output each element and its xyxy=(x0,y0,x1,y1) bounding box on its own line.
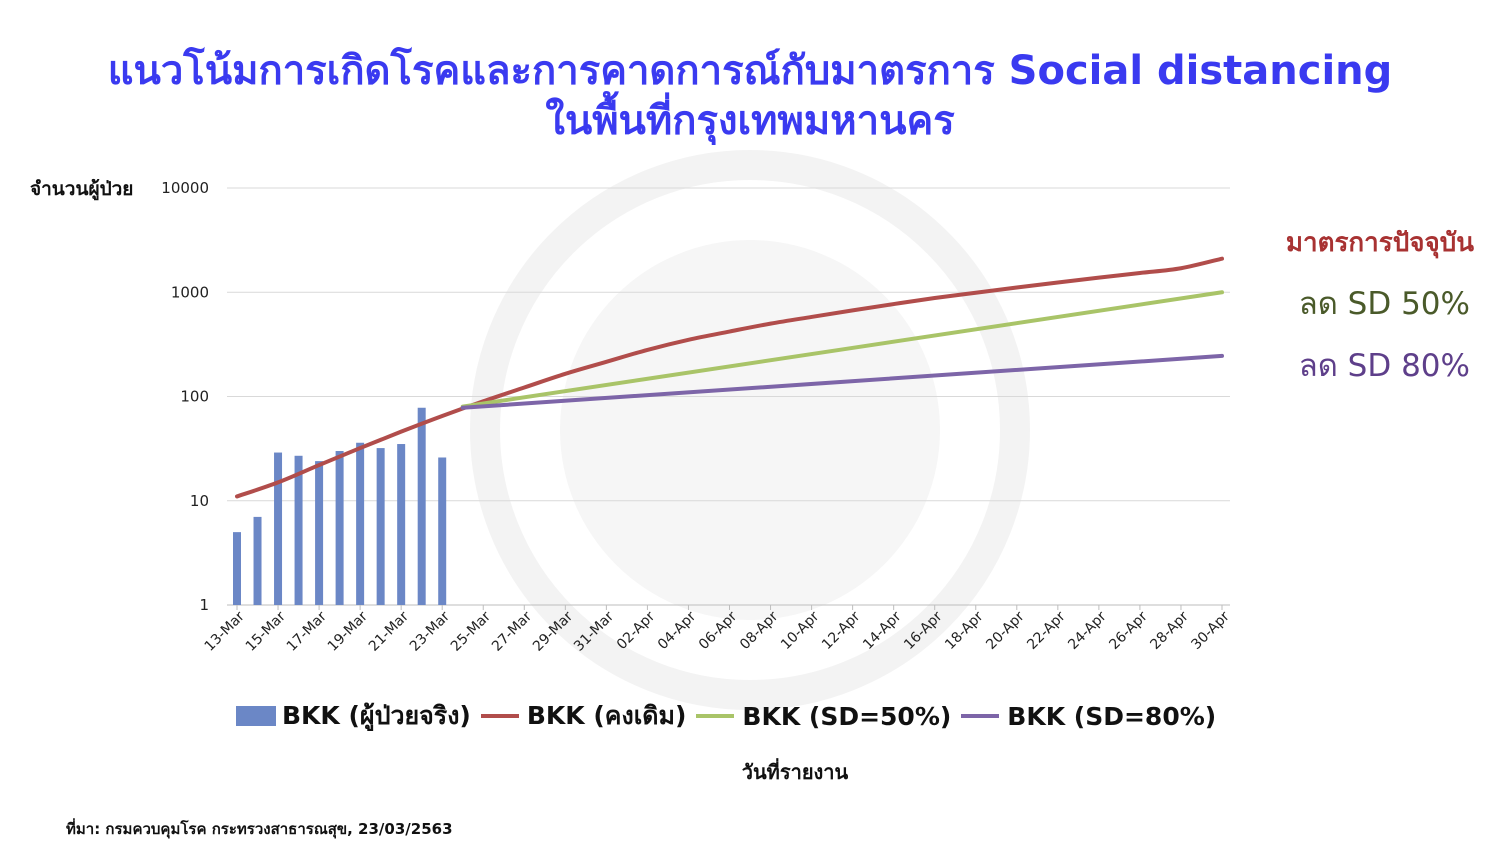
legend-label-baseline: BKK (คงเดิม) xyxy=(526,701,687,730)
x-tick-label: 13-Mar xyxy=(202,608,248,654)
y-tick-label: 1000 xyxy=(171,283,209,301)
line-baseline xyxy=(235,256,1224,499)
legend-item-sd50: BKK (SD=50%) xyxy=(696,702,951,731)
x-tick-label: 16-Apr xyxy=(901,608,946,653)
line-sd-50 xyxy=(460,290,1224,409)
x-tick-label: 26-Apr xyxy=(1106,608,1151,653)
x-tick-label: 18-Apr xyxy=(942,608,987,653)
x-tick-label: 06-Apr xyxy=(696,608,741,653)
x-tick-label: 31-Mar xyxy=(571,608,617,654)
x-tick-label: 23-Mar xyxy=(407,608,453,654)
line-sd-80 xyxy=(460,353,1224,410)
y-tick-label: 10 xyxy=(190,492,209,510)
bar-actual-cases xyxy=(397,444,406,605)
bar-actual-cases xyxy=(233,532,241,605)
bar-actual-cases xyxy=(274,452,283,605)
bar-actual-cases xyxy=(294,455,303,605)
bar-actual-cases xyxy=(335,451,344,605)
x-tick-label: 29-Mar xyxy=(530,608,576,654)
x-tick-label: 22-Apr xyxy=(1024,608,1069,653)
chart-title-line-1: แนวโน้มการเกิดโรคและการคาดการณ์กับมาตรกา… xyxy=(107,48,1393,94)
source-note: ที่มา: กรมควบคุมโรค กระทรวงสาธารณสุข, 23… xyxy=(66,820,453,838)
y-tick-label: 100 xyxy=(180,388,209,406)
x-tick-label: 12-Apr xyxy=(819,608,864,653)
bar-actual-cases xyxy=(356,442,365,605)
legend-item-actual: BKK (ผู้ป่วยจริง) xyxy=(236,696,471,736)
y-tick-label: 1 xyxy=(199,596,209,614)
y-axis-label: จำนวนผู้ป่วย xyxy=(30,178,134,200)
annotation-sd-80: ลด SD 80% xyxy=(1298,348,1470,384)
x-tick-label: 28-Apr xyxy=(1147,608,1192,653)
x-tick-label: 20-Apr xyxy=(983,608,1028,653)
ministry-seal-watermark-center xyxy=(560,240,940,620)
legend-item-baseline: BKK (คงเดิม) xyxy=(480,696,687,736)
legend-label-actual: BKK (ผู้ป่วยจริง) xyxy=(282,701,471,730)
annotation-current-measure: มาตรการปัจจุบัน xyxy=(1285,228,1474,258)
bar-actual-cases xyxy=(417,407,426,605)
x-tick-label: 24-Apr xyxy=(1065,608,1110,653)
bar-actual-cases xyxy=(438,457,447,605)
legend-item-sd80: BKK (SD=80%) xyxy=(961,702,1216,731)
x-axis-label: วันที่รายงาน xyxy=(741,760,849,784)
x-tick-label: 14-Apr xyxy=(860,608,905,653)
legend-swatch-sd50 xyxy=(696,714,735,718)
x-tick-label: 04-Apr xyxy=(655,608,700,653)
bar-actual-cases xyxy=(376,448,385,605)
x-tick-label: 19-Mar xyxy=(325,608,371,654)
annotation-sd-50: ลด SD 50% xyxy=(1298,286,1470,322)
x-tick-label: 30-Apr xyxy=(1188,608,1233,653)
legend-swatch-baseline xyxy=(480,714,519,718)
x-tick-label: 08-Apr xyxy=(737,608,782,653)
x-tick-label: 27-Mar xyxy=(489,608,535,654)
x-tick-label: 21-Mar xyxy=(366,608,412,654)
bar-actual-cases xyxy=(253,516,262,605)
chart-title-line-2: ในพื้นที่กรุงเทพมหานคร xyxy=(545,98,955,144)
bar-actual-cases xyxy=(315,461,324,605)
x-tick-label: 17-Mar xyxy=(284,608,330,654)
chart-legend: BKK (ผู้ป่วยจริง) BKK (คงเดิม) BKK (SD=5… xyxy=(236,696,1226,736)
x-tick-label: 02-Apr xyxy=(614,608,659,653)
y-tick-label: 10000 xyxy=(161,179,209,197)
legend-swatch-actual xyxy=(236,706,276,726)
x-tick-label: 15-Mar xyxy=(243,608,289,654)
x-tick-label: 10-Apr xyxy=(778,608,823,653)
x-tick-label: 25-Mar xyxy=(448,608,494,654)
legend-swatch-sd80 xyxy=(961,714,1000,718)
legend-label-sd80: BKK (SD=80%) xyxy=(1007,701,1217,731)
legend-label-sd50: BKK (SD=50%) xyxy=(742,701,952,731)
